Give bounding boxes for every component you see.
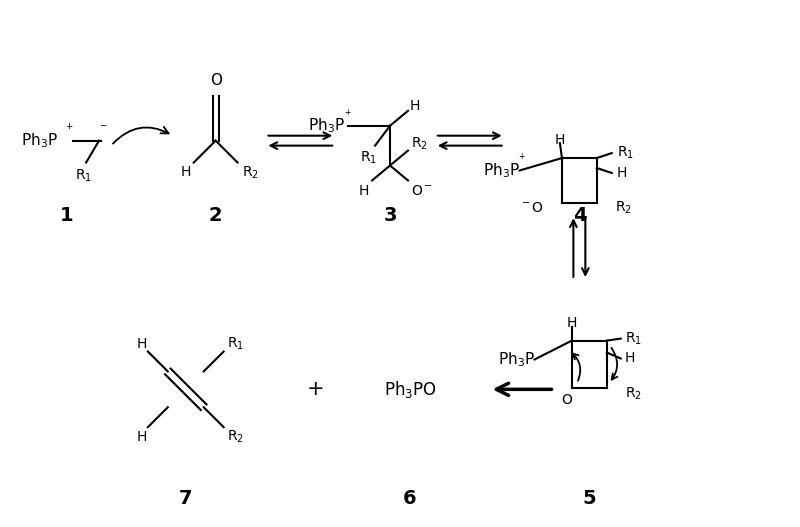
- Text: H: H: [359, 184, 370, 198]
- Text: Ph$_3$P: Ph$_3$P: [308, 116, 345, 135]
- Text: $^-$O: $^-$O: [519, 201, 544, 215]
- Text: R$_2$: R$_2$: [614, 200, 632, 216]
- Text: Ph$_3$P: Ph$_3$P: [498, 350, 534, 369]
- Text: 6: 6: [403, 489, 417, 508]
- Text: R$_1$: R$_1$: [74, 167, 92, 184]
- Text: O: O: [210, 73, 222, 89]
- Text: $^+$: $^+$: [517, 152, 526, 162]
- Text: R$_2$: R$_2$: [242, 164, 259, 181]
- Text: H: H: [137, 430, 147, 444]
- Text: R$_2$: R$_2$: [625, 385, 642, 402]
- Text: $^+$: $^+$: [64, 122, 74, 135]
- Text: 2: 2: [209, 206, 222, 225]
- Text: O$^-$: O$^-$: [411, 184, 433, 198]
- Text: 3: 3: [383, 206, 397, 225]
- Text: R$_2$: R$_2$: [411, 135, 429, 152]
- Text: $^-$: $^-$: [98, 122, 108, 135]
- Text: H: H: [617, 166, 627, 180]
- Text: R$_2$: R$_2$: [227, 429, 244, 445]
- FancyArrowPatch shape: [573, 354, 580, 381]
- Text: $^+$: $^+$: [342, 108, 352, 118]
- Text: H: H: [410, 99, 420, 113]
- Text: +: +: [306, 379, 324, 399]
- Text: O: O: [562, 393, 572, 407]
- Text: H: H: [137, 337, 147, 350]
- FancyArrowPatch shape: [113, 127, 169, 143]
- Text: H: H: [566, 316, 577, 330]
- Text: 4: 4: [573, 206, 586, 225]
- Text: H: H: [554, 133, 565, 147]
- Text: 1: 1: [59, 206, 73, 225]
- Text: Ph$_3$P: Ph$_3$P: [482, 161, 519, 180]
- FancyArrowPatch shape: [611, 348, 618, 379]
- Text: H: H: [181, 165, 191, 180]
- Text: 7: 7: [179, 489, 193, 508]
- Text: R$_1$: R$_1$: [617, 145, 634, 161]
- Text: H: H: [625, 352, 635, 366]
- Text: 5: 5: [582, 489, 596, 508]
- Text: R$_1$: R$_1$: [625, 330, 642, 347]
- Text: R$_1$: R$_1$: [227, 335, 244, 352]
- Text: Ph$_3$PO: Ph$_3$PO: [383, 379, 436, 400]
- Text: R$_1$: R$_1$: [359, 149, 377, 166]
- Text: Ph$_3$P: Ph$_3$P: [22, 131, 58, 150]
